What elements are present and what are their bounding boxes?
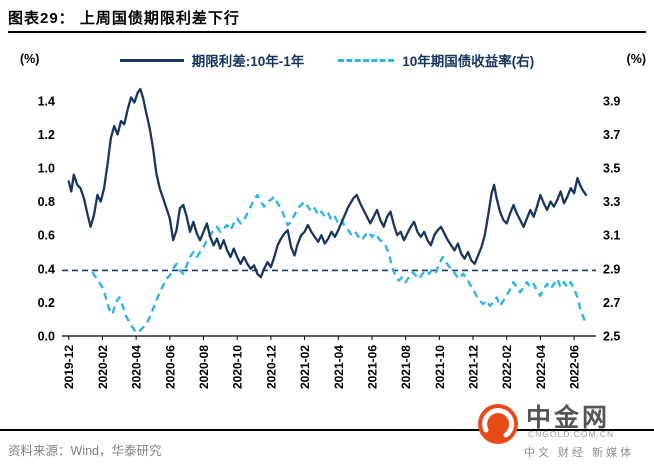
- svg-text:2021-06: 2021-06: [365, 345, 379, 389]
- legend-label-yield: 10年期国债收益率(右): [402, 54, 535, 69]
- svg-text:0.2: 0.2: [38, 296, 55, 310]
- svg-text:2019-12: 2019-12: [62, 345, 76, 389]
- legend-label-spread: 期限利差:10年-1年: [191, 54, 305, 69]
- svg-text:0.6: 0.6: [38, 229, 55, 243]
- cngold-logo-icon: [478, 404, 518, 444]
- svg-text:3.7: 3.7: [603, 128, 620, 142]
- title-divider: [8, 31, 646, 33]
- svg-text:1.4: 1.4: [38, 94, 55, 108]
- svg-text:2020-12: 2020-12: [264, 345, 278, 389]
- svg-text:2020-08: 2020-08: [197, 345, 211, 389]
- svg-text:2021-04: 2021-04: [332, 345, 346, 389]
- svg-text:2022-04: 2022-04: [534, 345, 548, 389]
- svg-text:2020-10: 2020-10: [231, 345, 245, 389]
- svg-text:2022-02: 2022-02: [500, 345, 514, 389]
- source-note: 资料来源：Wind，华泰研究: [8, 444, 162, 458]
- cngold-logo: 中金网 CNGOLD.COM.CN 中文 财经 新媒体: [476, 394, 648, 466]
- svg-text:3.3: 3.3: [603, 195, 620, 209]
- svg-text:0.0: 0.0: [38, 330, 55, 344]
- svg-text:0.4: 0.4: [38, 262, 55, 276]
- legend-dashed-line-icon: [338, 58, 395, 62]
- svg-text:3.9: 3.9: [603, 94, 620, 108]
- svg-text:1.2: 1.2: [38, 128, 55, 142]
- figure-title: 图表29： 上周国债期限利差下行: [8, 10, 240, 27]
- legend-solid-line-icon: [119, 58, 184, 62]
- line-chart: 2019-12 2020-02 2020-04 2020-06 2020-08 2020-…: [38, 87, 620, 389]
- legend-item-spread: 期限利差:10年-1年: [119, 50, 305, 70]
- logo-tagline: 中文 财经 新媒体: [524, 447, 635, 459]
- logo-name: 中金网: [526, 404, 611, 432]
- footer-divider: [0, 429, 654, 431]
- svg-text:2.5: 2.5: [603, 330, 620, 344]
- svg-text:2020-04: 2020-04: [130, 345, 144, 389]
- svg-text:2021-08: 2021-08: [399, 345, 413, 389]
- svg-text:2.9: 2.9: [603, 262, 620, 276]
- svg-text:2021-10: 2021-10: [433, 345, 447, 389]
- svg-text:2021-02: 2021-02: [298, 345, 312, 389]
- legend: 期限利差:10年-1年 10年期国债收益率(右): [0, 50, 654, 70]
- svg-text:1.0: 1.0: [38, 162, 55, 176]
- left-axis-unit: (%): [20, 52, 40, 66]
- svg-text:2020-06: 2020-06: [163, 345, 177, 389]
- right-axis-unit: (%): [626, 52, 646, 66]
- legend-item-yield: 10年期国债收益率(右): [338, 50, 534, 70]
- logo-domain: CNGOLD.COM.CN: [528, 429, 615, 439]
- svg-text:0.8: 0.8: [38, 195, 55, 209]
- svg-text:2022-06: 2022-06: [568, 345, 582, 389]
- svg-text:3.5: 3.5: [603, 162, 620, 176]
- svg-text:2.7: 2.7: [603, 296, 620, 310]
- svg-text:2021-12: 2021-12: [467, 345, 481, 389]
- svg-text:2020-02: 2020-02: [96, 345, 110, 389]
- svg-text:3.1: 3.1: [603, 229, 620, 243]
